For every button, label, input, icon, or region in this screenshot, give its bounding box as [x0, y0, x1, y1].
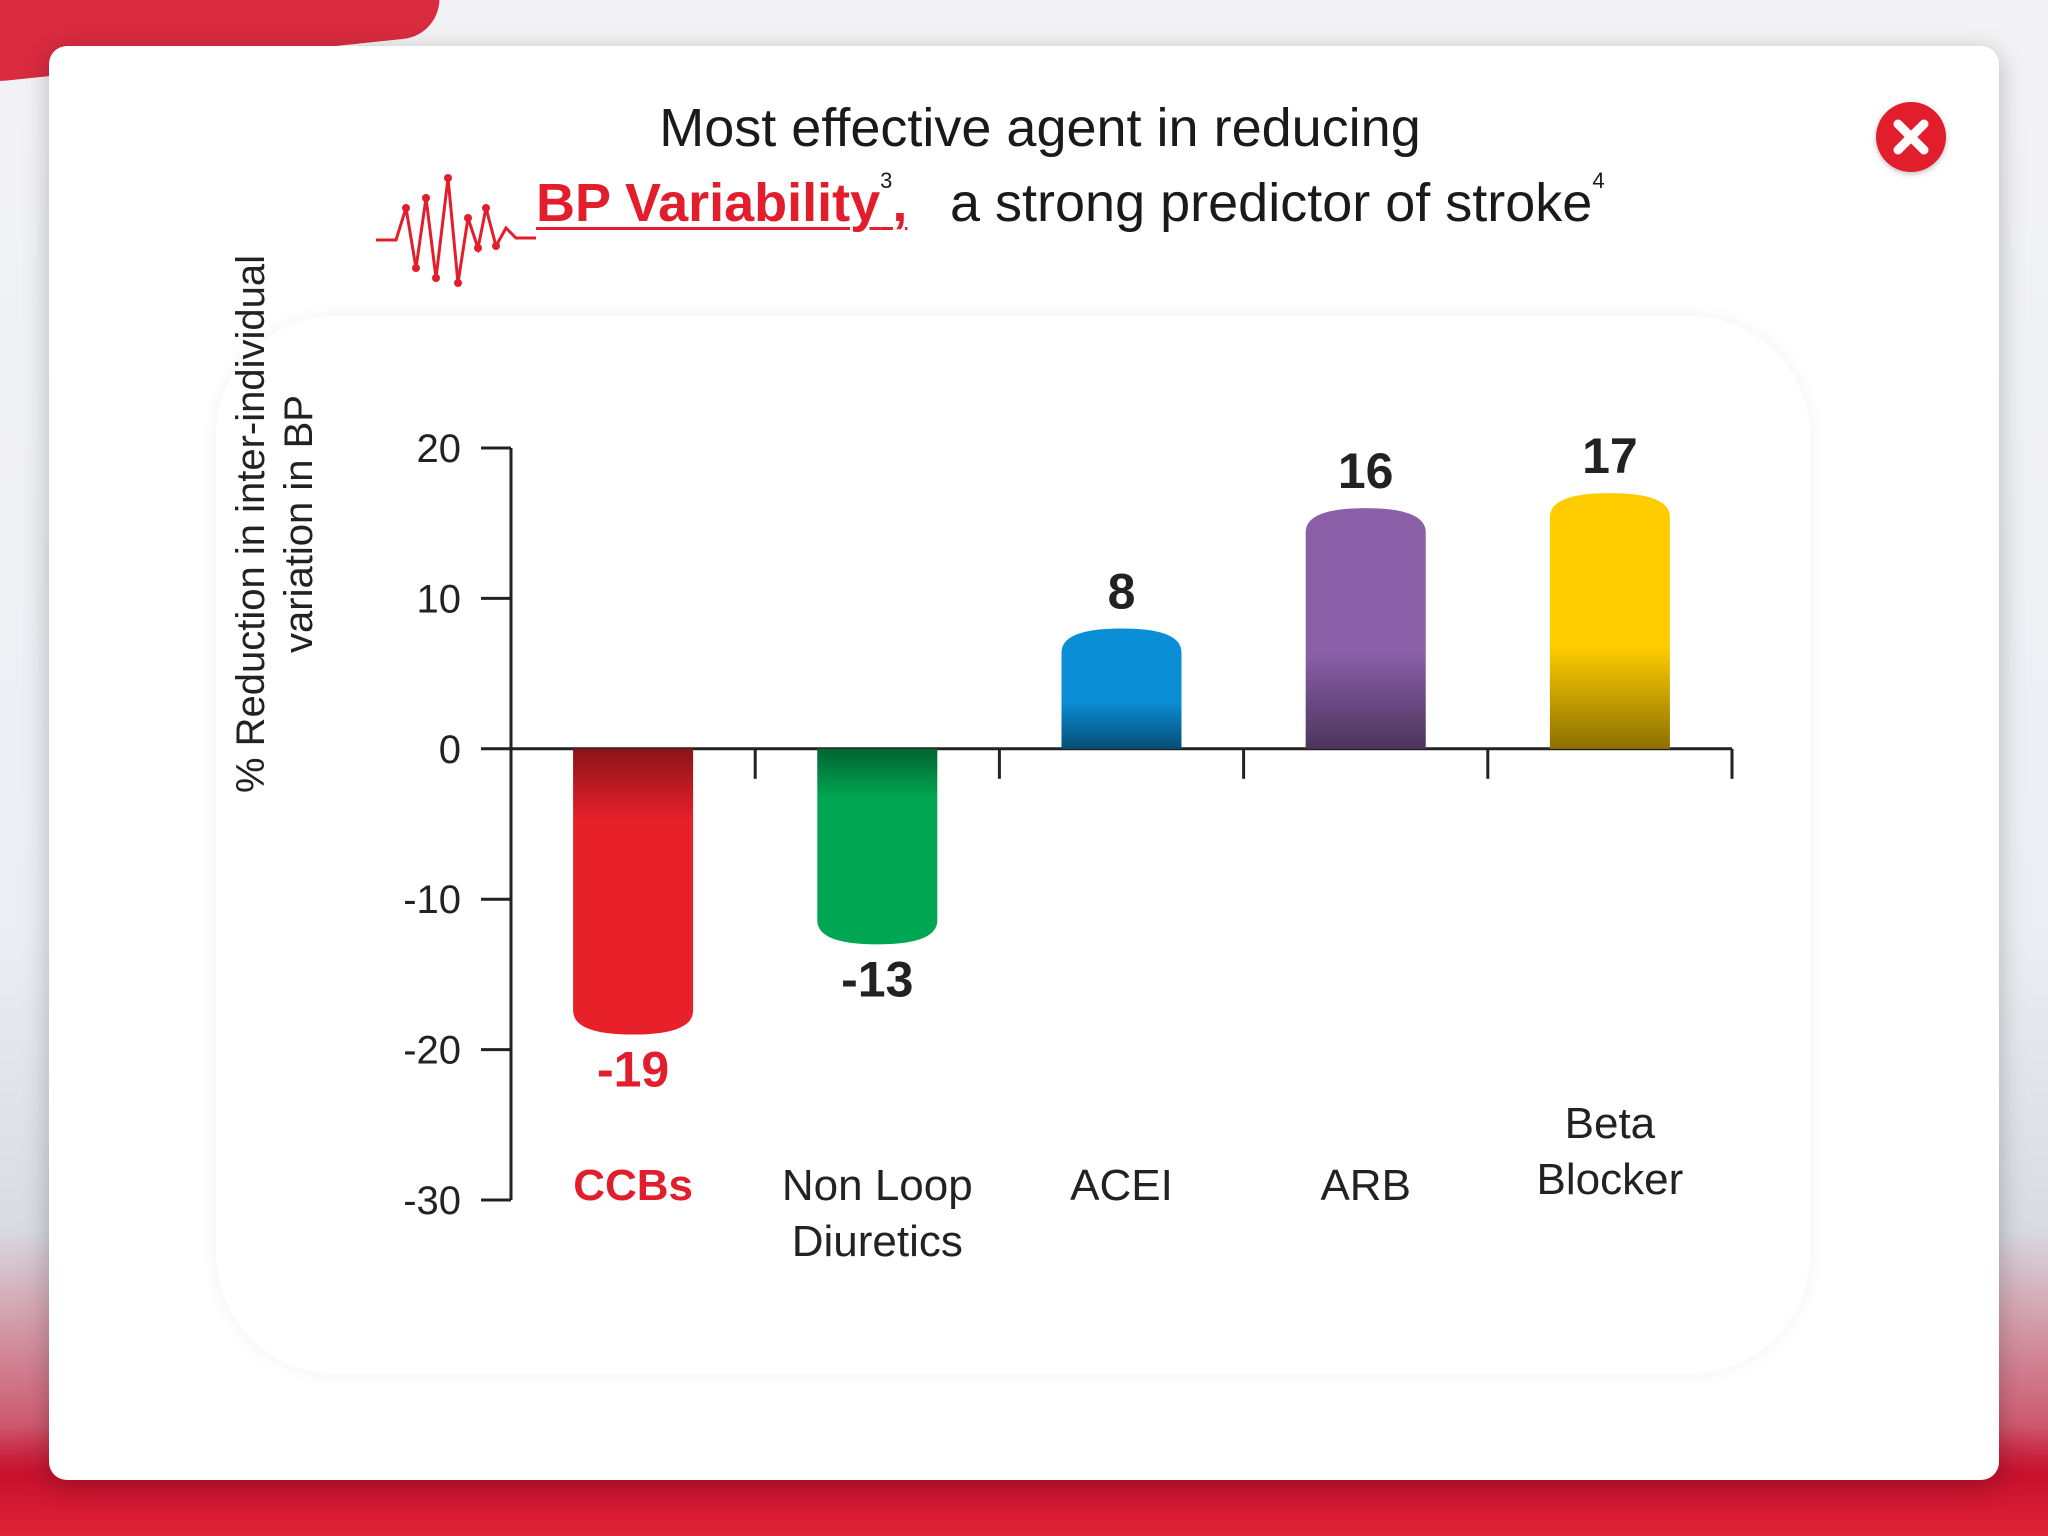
category-label: ACEI	[1070, 1161, 1173, 1210]
value-label: 17	[1582, 428, 1638, 484]
value-label: -19	[597, 1042, 669, 1098]
y-tick-label: 20	[417, 427, 462, 471]
bar-shading	[1305, 508, 1426, 749]
chart-card	[216, 316, 1810, 1374]
y-tick-label: 0	[439, 728, 461, 772]
y-tick-label: 10	[417, 577, 462, 621]
title-highlight: BP Variability3,	[536, 168, 908, 234]
title-rest-text: a strong predictor of stroke	[950, 173, 1593, 233]
y-tick-label: -30	[403, 1179, 461, 1223]
y-tick-label: -20	[403, 1029, 461, 1073]
bar-shading	[1061, 628, 1182, 749]
title-rest: a strong predictor of stroke4	[950, 168, 1605, 234]
category-label: Diuretics	[792, 1217, 963, 1266]
value-label: -13	[841, 951, 913, 1007]
bar-shading	[817, 748, 938, 945]
category-label: CCBs	[573, 1161, 693, 1210]
close-icon	[1893, 119, 1929, 155]
category-label: Non Loop	[782, 1161, 973, 1210]
close-button[interactable]	[1876, 102, 1946, 172]
value-label: 8	[1108, 563, 1136, 619]
category-label: ARB	[1320, 1161, 1410, 1210]
bar-shading	[1549, 493, 1670, 749]
title-line-1: Most effective agent in reducing	[659, 98, 1421, 158]
highlight-reference: 3	[880, 168, 893, 193]
pulse-wave-icon	[376, 174, 536, 287]
title-line-2: BP Variability3, a strong predictor of s…	[376, 160, 1716, 287]
category-label: Beta	[1565, 1099, 1656, 1148]
value-label: 16	[1338, 443, 1394, 499]
title-separator: ,	[892, 173, 908, 233]
category-label: Blocker	[1537, 1155, 1684, 1204]
title-rest-reference: 4	[1592, 168, 1605, 193]
bar-shading	[573, 748, 694, 1035]
highlight-text: BP Variability	[536, 173, 881, 233]
y-tick-label: -10	[403, 878, 461, 922]
